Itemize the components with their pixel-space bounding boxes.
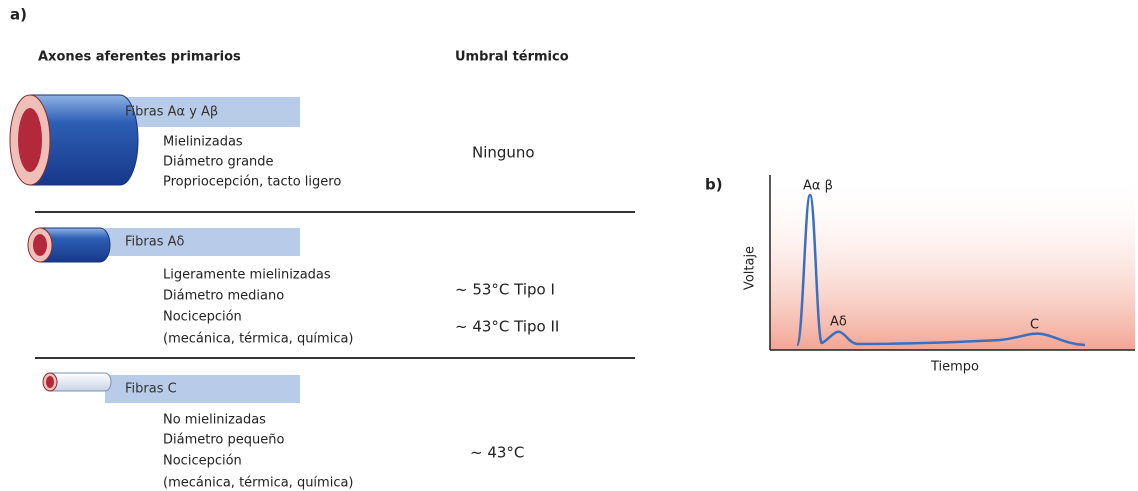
threshold: ~ 43°C [470,444,524,462]
property: (mecánica, térmica, química) [163,476,354,491]
property: Nocicepción [163,310,242,325]
fiber-label: Fibras Aδ [125,235,185,250]
peak-label: Aα β [803,179,833,194]
header: Axones aferentes primarios [38,50,241,65]
property: Diámetro pequeño [163,433,284,448]
property: Mielinizadas [163,135,243,150]
fiber-icon [9,94,300,186]
x-axis-label: Tiempo [930,360,979,375]
y-axis-label: Voltaje [743,246,758,290]
fiber-icon [42,372,300,403]
plot-background [770,175,1135,350]
signal-curve [795,193,1086,347]
peak-label: Aδ [830,315,847,330]
property: (mecánica, térmica, química) [163,332,354,347]
panel-label: b) [705,176,723,194]
fiber-icon [27,227,300,263]
header: Umbral térmico [455,50,569,65]
property: No mielinizadas [163,413,266,428]
threshold: Ninguno [472,144,535,162]
property: Propriocepción, tacto ligero [163,175,341,190]
fiber-label: Fibras C [125,382,177,397]
fiber-label: Fibras Aα y Aβ [125,105,218,120]
threshold: ~ 53°C Tipo I [455,281,555,299]
property: Ligeramente mielinizadas [163,268,331,283]
property: Diámetro grande [163,155,274,170]
property: Nocicepción [163,454,242,469]
property: Diámetro mediano [163,289,284,304]
panel-label: a) [10,6,27,24]
threshold: ~ 43°C Tipo II [455,318,559,336]
peak-label: C [1030,318,1039,333]
